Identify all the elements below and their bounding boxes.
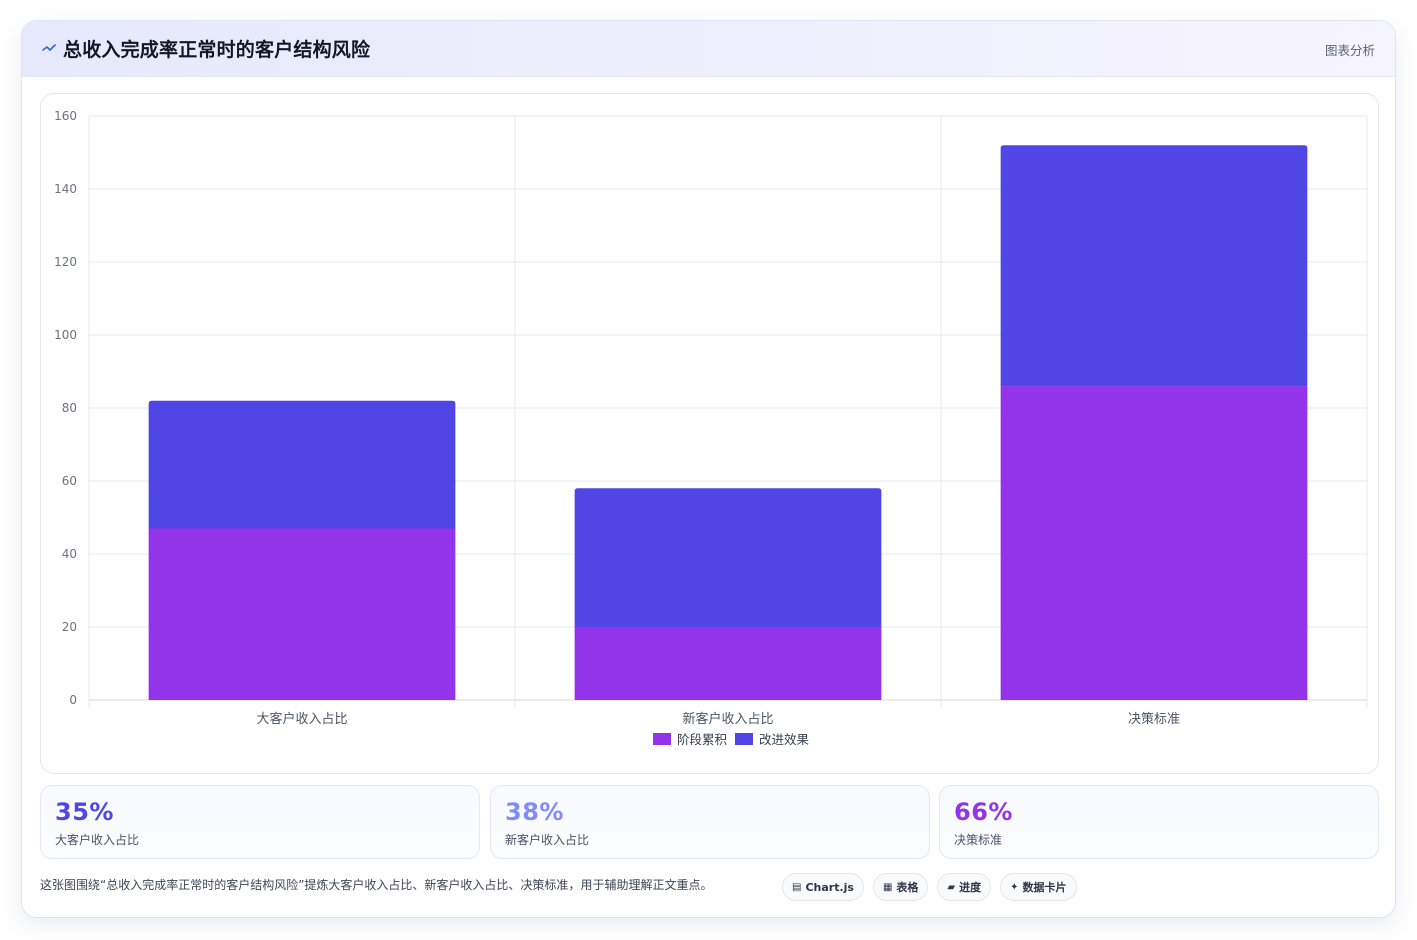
chart-description: 这张图围绕“总收入完成率正常时的客户结构风险”提炼大客户收入占比、新客户收入占比… [40,878,713,892]
chart-card: 0 20 40 60 80 100 120 140 160 大客户收入占比 新客户收入占比 决策标准阶… [40,93,1379,774]
chip-label: 进度 [959,881,982,894]
sparkline-icon [42,41,56,55]
kpi-value: 66% [954,798,1013,826]
y-tick-label: 80 [62,401,77,415]
kpi-label: 大客户收入占比 [55,833,140,847]
y-tick-label: 20 [62,620,77,634]
chip-table[interactable]: ▦ 表格 [872,873,929,901]
y-tick-label: 140 [54,182,77,196]
bar-segment [574,488,882,627]
kpi-card: 66% 决策标准 [939,785,1379,859]
y-tick-label: 0 [69,693,77,707]
chip-chartjs[interactable]: ▤ Chart.js [782,873,864,901]
tech-chips: ▤ Chart.js ▦ 表格 ▰ 进度 ✦ 数据卡片 [782,873,1077,901]
x-tick-label: 决策标准 [1128,711,1180,727]
chart-panel: 总收入完成率正常时的客户结构风险 图表分析 0 20 40 60 80 100 120 140… [21,20,1396,918]
kpi-value: 38% [505,798,564,826]
chip-data-cards[interactable]: ✦ 数据卡片 [1000,873,1077,901]
bar-segment [148,400,456,529]
legend-label: 改进效果 [759,732,810,747]
y-tick-label: 40 [62,547,77,561]
table-icon: ▦ [882,881,893,893]
x-tick-label: 新客户收入占比 [682,711,773,727]
sparkle-icon: ✦ [1010,881,1019,893]
chip-progress[interactable]: ▰ 进度 [937,873,992,901]
y-tick-label: 120 [54,255,77,269]
legend-swatch [735,733,753,745]
y-tick-label: 100 [54,328,77,342]
bar-segment [1000,386,1308,700]
kpi-label: 新客户收入占比 [505,833,590,847]
chip-label: 数据卡片 [1022,881,1067,894]
legend-label: 阶段累积 [677,732,727,747]
bar-segment [148,528,456,700]
bar-chart: 0 20 40 60 80 100 120 140 160 大客户收入占比 新客户收入占比 决策标准阶… [54,109,1368,747]
panel-header: 总收入完成率正常时的客户结构风险 图表分析 [22,21,1395,77]
y-tick-label: 160 [54,109,77,123]
chart-type-tag: 图表分析 [1324,43,1375,58]
grid-icon: ▤ [792,881,802,893]
folder-icon: ▰ [947,881,956,893]
x-tick-label: 大客户收入占比 [256,711,347,727]
chip-label: Chart.js [805,880,854,894]
page-title: 总收入完成率正常时的客户结构风险 [63,39,371,61]
kpi-card: 38% 新客户收入占比 [490,785,930,859]
y-tick-label: 60 [62,474,77,488]
legend-swatch [653,733,671,745]
bar-segment [574,627,882,700]
kpi-value: 35% [55,798,114,826]
chip-label: 表格 [896,881,919,894]
kpi-card: 35% 大客户收入占比 [40,785,480,859]
bar-segment [1000,145,1308,387]
kpi-label: 决策标准 [954,833,1003,847]
